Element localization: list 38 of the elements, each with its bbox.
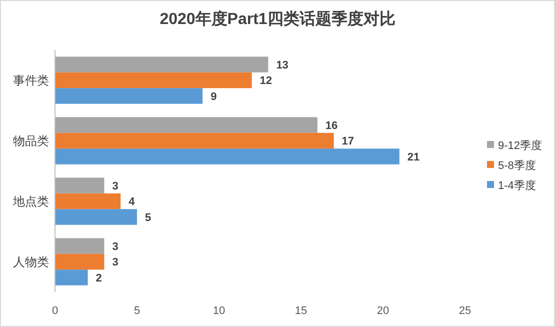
y-tick-label: 人物类	[13, 254, 49, 269]
data-label: 5	[145, 212, 152, 224]
data-label: 2	[96, 272, 102, 284]
data-label: 4	[128, 196, 136, 208]
bar	[55, 209, 137, 225]
y-tick-label: 地点类	[12, 194, 49, 208]
bar	[55, 72, 252, 88]
bar	[55, 132, 334, 149]
bar	[55, 88, 203, 104]
x-tick-label: 5	[134, 305, 140, 317]
x-tick-label: 25	[458, 305, 472, 317]
data-label: 3	[112, 180, 118, 192]
legend-label: 5-8季度	[498, 158, 536, 172]
legend-label: 1-4季度	[498, 178, 536, 192]
y-tick-label: 物品类	[13, 134, 49, 148]
data-label: 12	[260, 75, 272, 88]
legend-label: 9-12季度	[498, 138, 542, 152]
data-label: 21	[407, 151, 420, 164]
data-label: 17	[342, 136, 354, 148]
bar	[55, 238, 104, 254]
bar	[55, 270, 88, 286]
data-label: 16	[325, 120, 338, 132]
bar	[55, 193, 121, 210]
data-label: 3	[112, 240, 118, 253]
data-label: 13	[276, 59, 288, 72]
data-label: 9	[210, 90, 217, 103]
bar	[55, 117, 318, 133]
x-tick-label: 10	[212, 305, 226, 317]
bar	[55, 254, 104, 270]
x-tick-label: 20	[376, 305, 390, 317]
chart-title: 2020年度Part1四类话题季度对比	[160, 9, 396, 28]
bar	[55, 178, 104, 194]
y-tick-label: 事件类	[13, 73, 49, 88]
bar	[55, 148, 400, 164]
x-tick-label: 0	[52, 305, 58, 317]
bar	[55, 56, 268, 72]
data-label: 3	[112, 256, 118, 269]
x-tick-label: 15	[294, 305, 308, 317]
